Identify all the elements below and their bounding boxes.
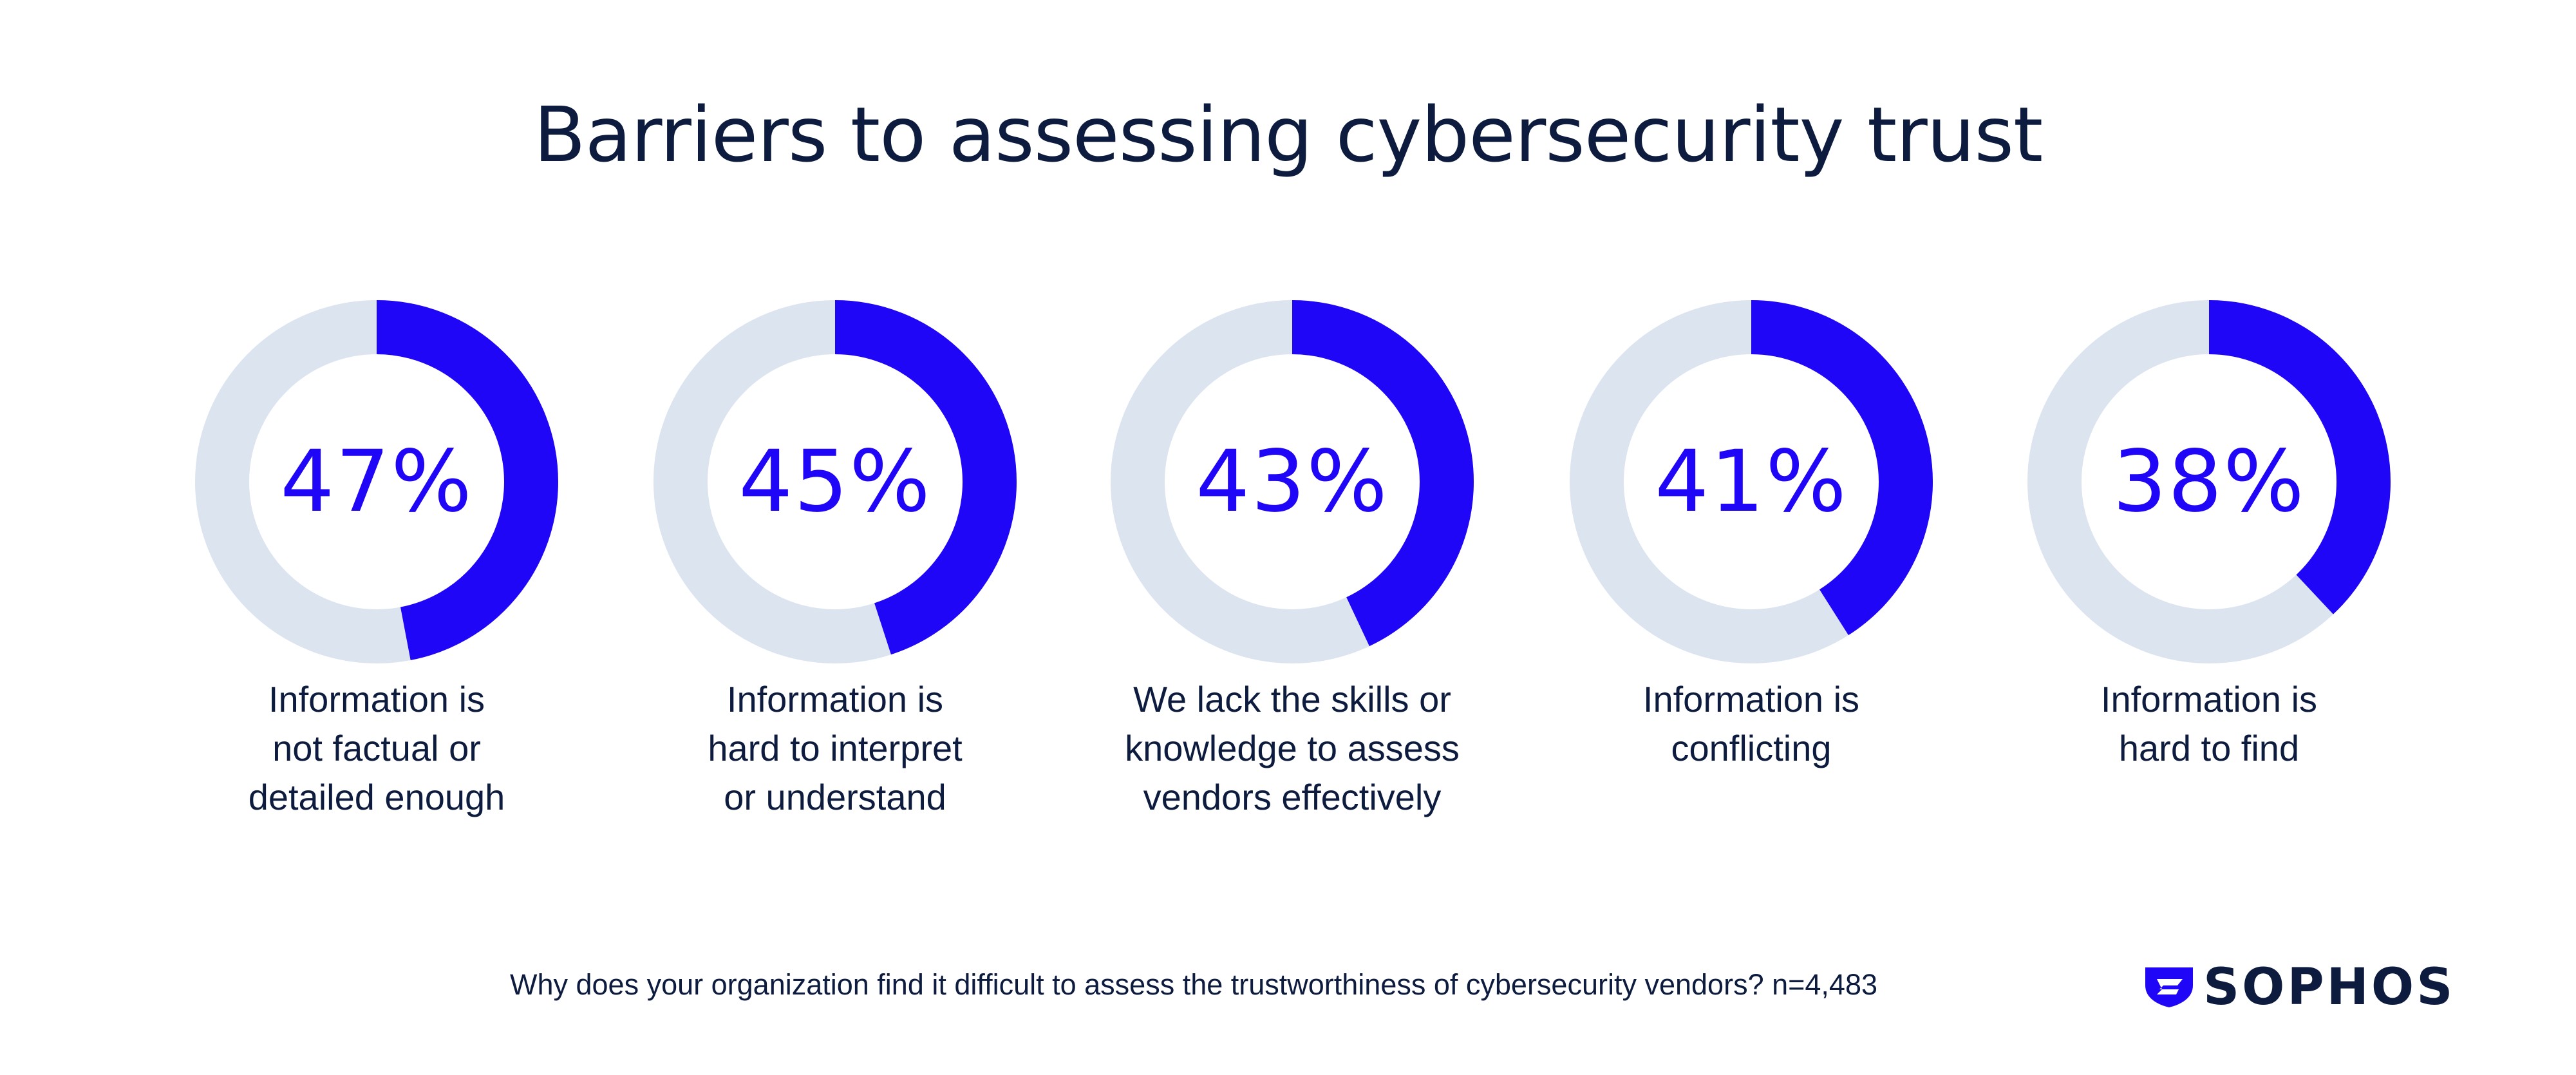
donut-svg [2027, 300, 2391, 663]
donut-svg [1111, 300, 1474, 663]
donut-1: 47% [190, 295, 563, 669]
category-label-line: Information is [1642, 679, 1860, 719]
category-label-line: vendors effectively [1143, 777, 1442, 817]
donut-svg [1570, 300, 1933, 663]
donut-category-label: We lack the skills or knowledge to assess… [1080, 675, 1505, 822]
donut-5: 38% [2022, 295, 2396, 669]
donut-percent-label: 38% [2112, 432, 2306, 531]
donut-category-label: Information is hard to interpret or unders… [623, 675, 1048, 822]
category-label-line: knowledge to assess [1125, 728, 1460, 768]
category-label-line: Information is [268, 679, 485, 719]
category-label-line: or understand [724, 777, 946, 817]
donut-3: 43% [1105, 295, 1479, 669]
donut-category-label: Information is not factual or detailed eno… [164, 675, 589, 822]
donut-value-arc [1111, 300, 1474, 663]
category-label-line: conflicting [1671, 728, 1832, 768]
survey-question-footnote: Why does your organization find it diffi… [510, 968, 1878, 1001]
category-label-line: Information is [2100, 679, 2318, 719]
donut-category-label: Information is conflicting [1539, 675, 1964, 773]
donut-svg [653, 300, 1017, 663]
chart-title: Barriers to assessing cybersecurity trus… [533, 90, 2044, 179]
donut-percent-label: 43% [1196, 432, 1389, 531]
donut-percent-label: 47% [280, 432, 473, 531]
donut-value-arc [653, 300, 1017, 663]
category-label-line: detailed enough [248, 777, 505, 817]
category-label-line: hard to interpret [708, 728, 963, 768]
donut-percent-label: 45% [738, 432, 932, 531]
category-label-line: hard to find [2118, 728, 2300, 768]
donut-percent-label: 41% [1655, 432, 1848, 531]
logo-text: SOPHOS [2203, 958, 2456, 1016]
donut-4: 41% [1565, 295, 1938, 669]
donut-value-arc [2027, 300, 2391, 663]
category-label-line: We lack the skills or [1133, 679, 1451, 719]
donut-2: 45% [648, 295, 1022, 669]
category-label-line: not factual or [272, 728, 481, 768]
sophos-shield-icon [2145, 967, 2193, 1007]
donut-svg [195, 300, 558, 663]
donut-value-arc [1570, 300, 1933, 663]
donut-value-arc [195, 300, 558, 663]
sophos-logo: SOPHOS [2144, 958, 2456, 1016]
donut-category-label: Information is hard to find [1997, 675, 2421, 773]
category-label-line: Information is [726, 679, 944, 719]
